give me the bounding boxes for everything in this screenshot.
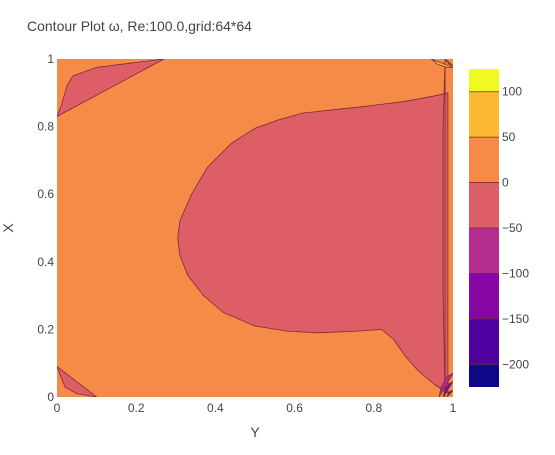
x-axis-label: Y [250, 424, 260, 440]
contour-region-top-right-corner-positive [430, 59, 453, 68]
y-tick-label: 0 [47, 390, 54, 404]
contour-region-right-strip-negative [442, 59, 446, 397]
x-tick-label: 0.2 [128, 401, 145, 415]
contour-region-central-negative-region [177, 92, 449, 394]
y-tick-label: 1 [47, 52, 54, 66]
colorbar-segment [469, 228, 499, 274]
colorbar-segment [469, 182, 499, 228]
colorbar-tick-label: 0 [502, 176, 509, 190]
contour-region-bottom-right-corner-3 [446, 389, 453, 397]
y-axis-label: X [0, 223, 16, 233]
x-tick-label: 0.8 [365, 401, 382, 415]
colorbar [469, 69, 499, 387]
colorbar-segment [469, 69, 499, 92]
contour-region-bottom-right-corner-2 [442, 381, 453, 397]
x-tick-label: 0 [54, 401, 61, 415]
plot-area [57, 59, 453, 397]
x-tick-label: 0.6 [286, 401, 303, 415]
colorbar-tick-label: −200 [502, 357, 529, 371]
y-axis-ticks: 0 0.2 0.4 0.6 0.8 1 [37, 52, 54, 404]
colorbar-segment [469, 273, 499, 319]
colorbar-segment [469, 364, 499, 387]
y-tick-label: 0.8 [37, 120, 54, 134]
colorbar-ticks: 100 50 0 −50 −100 −150 −200 [502, 85, 529, 372]
contour-region-top-strip-negative [57, 59, 165, 117]
colorbar-tick-label: −100 [502, 266, 529, 280]
x-tick-label: 0.4 [207, 401, 224, 415]
colorbar-segment [469, 318, 499, 365]
y-tick-label: 0.2 [37, 322, 54, 336]
colorbar-tick-label: −150 [502, 312, 529, 326]
y-tick-label: 0.4 [37, 255, 54, 269]
colorbar-tick-label: 100 [502, 85, 522, 99]
colorbar-tick-label: −50 [502, 221, 523, 235]
x-axis-ticks: 0 0.2 0.4 0.6 0.8 1 [54, 401, 457, 415]
contour-region-bottom-right-corner-1 [438, 372, 453, 397]
contour-region-bottom-left-negative [57, 366, 97, 397]
colorbar-tick-label: 50 [502, 130, 516, 144]
y-tick-label: 0.6 [37, 187, 54, 201]
chart-title: Contour Plot ω, Re:100.0,grid:64*64 [27, 18, 252, 34]
contour-region-top-right-corner-negative [444, 59, 453, 67]
colorbar-segment [469, 91, 499, 138]
contour-regions [57, 59, 453, 397]
colorbar-segment [469, 137, 499, 183]
x-tick-label: 1 [450, 401, 457, 415]
